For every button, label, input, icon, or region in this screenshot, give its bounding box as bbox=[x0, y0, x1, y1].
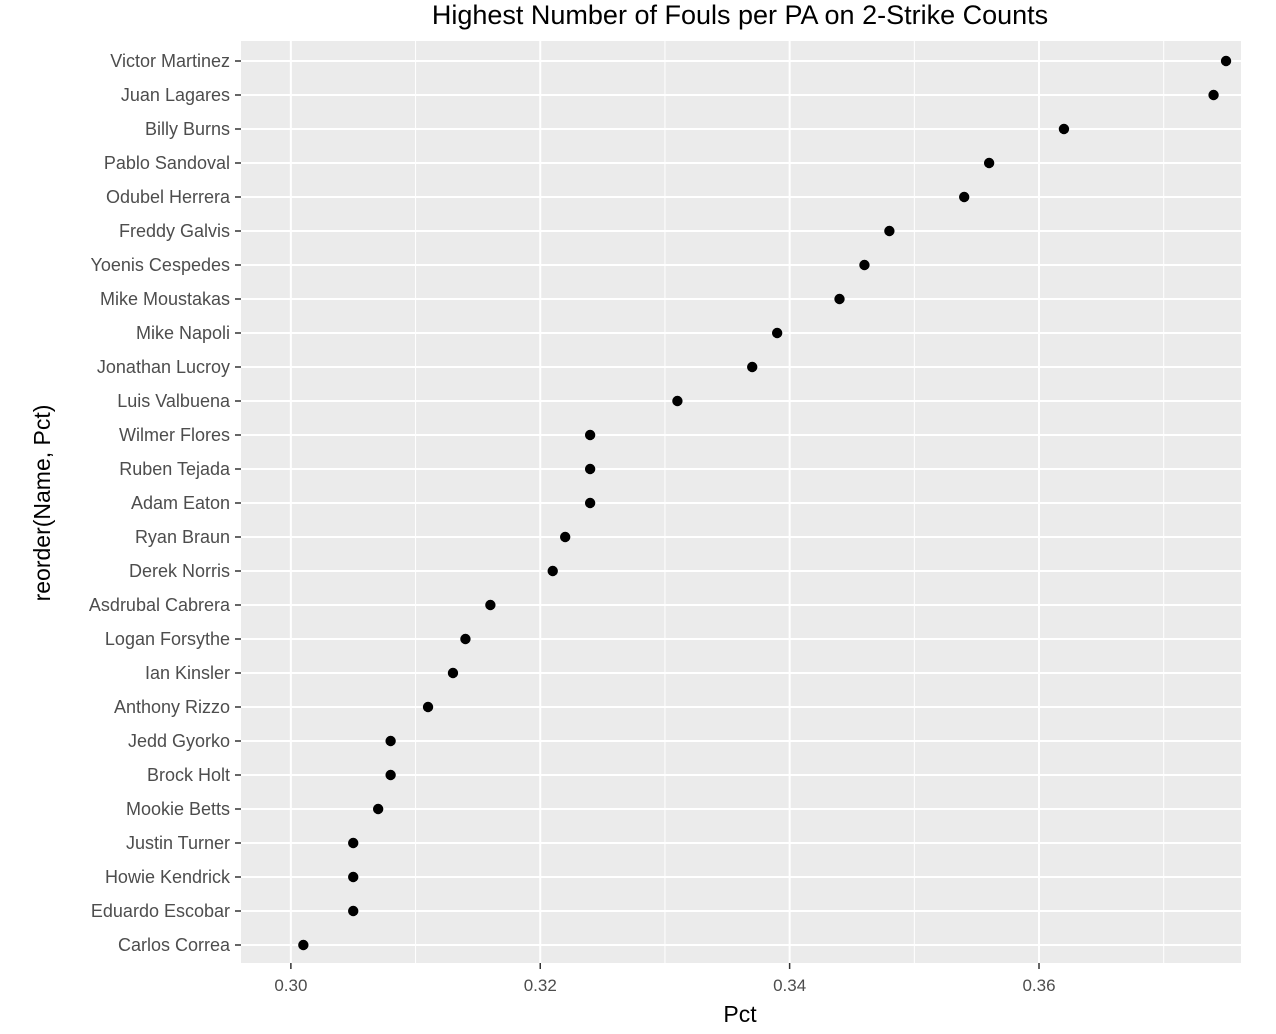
y-tick-label: Mike Moustakas bbox=[100, 289, 230, 309]
x-tick-label: 0.32 bbox=[524, 976, 557, 995]
data-point bbox=[348, 905, 359, 917]
y-tick-label: Logan Forsythe bbox=[105, 629, 230, 649]
y-tick-label: Justin Turner bbox=[126, 833, 230, 853]
y-tick-label: Odubel Herrera bbox=[106, 187, 231, 207]
data-point bbox=[298, 939, 309, 951]
y-tick-label: Ian Kinsler bbox=[145, 663, 230, 683]
y-axis-title: reorder(Name, Pct) bbox=[29, 405, 55, 602]
data-point bbox=[559, 531, 571, 543]
data-point bbox=[884, 225, 895, 237]
data-point bbox=[771, 327, 783, 339]
y-tick-label: Yoenis Cespedes bbox=[91, 255, 230, 275]
x-tick-label: 0.30 bbox=[274, 976, 307, 995]
y-tick-label: Mike Napoli bbox=[136, 323, 230, 343]
y-tick-label: Jonathan Lucroy bbox=[97, 357, 230, 377]
chart-title: Highest Number of Fouls per PA on 2-Stri… bbox=[432, 0, 1048, 30]
y-tick-label: Wilmer Flores bbox=[119, 425, 230, 445]
data-point bbox=[460, 633, 471, 645]
data-point bbox=[1208, 89, 1219, 101]
data-point bbox=[385, 735, 396, 747]
y-tick-label: Victor Martinez bbox=[110, 51, 230, 71]
grid-lines bbox=[241, 41, 1241, 963]
data-point bbox=[859, 259, 870, 271]
data-point bbox=[983, 157, 995, 169]
x-axis-title: Pct bbox=[723, 1001, 757, 1027]
y-tick-label: Howie Kendrick bbox=[105, 867, 231, 887]
y-tick-label: Jedd Gyorko bbox=[128, 731, 230, 751]
data-point bbox=[672, 395, 683, 407]
x-axis-ticks: 0.30 0.32 0.34 0.36 bbox=[274, 963, 1056, 995]
data-point bbox=[1058, 123, 1070, 135]
y-tick-label: Mookie Betts bbox=[126, 799, 230, 819]
y-tick-label: Adam Eaton bbox=[131, 493, 230, 513]
y-tick-label: Juan Lagares bbox=[121, 85, 230, 105]
data-point bbox=[348, 871, 359, 883]
data-point bbox=[1220, 55, 1232, 67]
y-tick-label: Pablo Sandoval bbox=[104, 153, 230, 173]
y-tick-label: Asdrubal Cabrera bbox=[89, 595, 231, 615]
y-tick-label: Ruben Tejada bbox=[119, 459, 231, 479]
data-point bbox=[348, 837, 359, 849]
y-tick-label: Brock Holt bbox=[147, 765, 230, 785]
data-point bbox=[958, 191, 970, 203]
data-points bbox=[298, 55, 1232, 951]
y-axis-ticks: Victor Martinez Juan Lagares Billy Burns Pa… bbox=[89, 51, 241, 955]
y-tick-label: Carlos Correa bbox=[118, 935, 231, 955]
data-point bbox=[485, 599, 496, 611]
x-tick-label: 0.36 bbox=[1022, 976, 1055, 995]
data-point bbox=[747, 361, 758, 373]
data-point bbox=[385, 769, 396, 781]
data-point bbox=[422, 701, 434, 713]
data-point bbox=[372, 803, 384, 815]
y-tick-label: Billy Burns bbox=[145, 119, 230, 139]
y-tick-label: Luis Valbuena bbox=[117, 391, 231, 411]
x-tick-label: 0.34 bbox=[773, 976, 806, 995]
data-point bbox=[584, 429, 596, 441]
y-tick-label: Anthony Rizzo bbox=[114, 697, 230, 717]
data-point bbox=[584, 463, 596, 475]
y-tick-label: Ryan Braun bbox=[135, 527, 230, 547]
data-point bbox=[584, 497, 596, 509]
y-tick-label: Eduardo Escobar bbox=[91, 901, 230, 921]
data-point bbox=[447, 667, 459, 679]
y-tick-label: Derek Norris bbox=[129, 561, 230, 581]
y-tick-label: Freddy Galvis bbox=[119, 221, 230, 241]
data-point bbox=[834, 293, 845, 305]
data-point bbox=[547, 565, 558, 577]
